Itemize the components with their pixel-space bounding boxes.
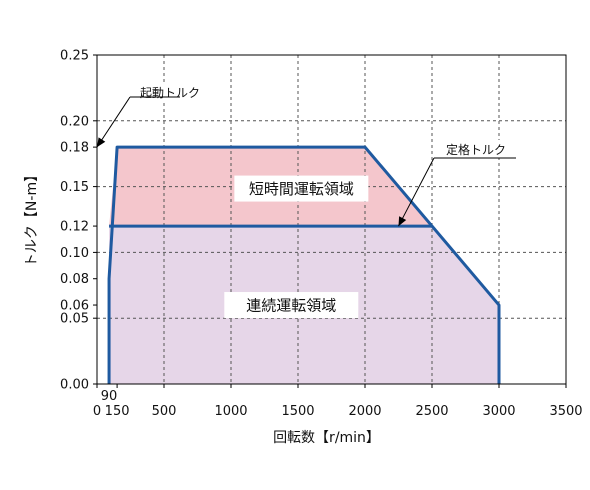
x-tick-label: 1500: [281, 404, 314, 419]
y-axis-label: トルク【N-m】: [24, 168, 40, 267]
y-tick-label: 0.20: [60, 114, 89, 129]
plot-frame: [96, 54, 567, 385]
y-tick-label: 0.12: [60, 220, 89, 235]
operating-boundary-line: [107, 145, 501, 384]
rated-torque-arrow-arrowhead: [398, 216, 407, 227]
y-tick-label: 0.25: [60, 49, 89, 64]
continuous-region-label: 連続運転領域: [246, 297, 336, 315]
y-tick-label: 0.15: [60, 180, 89, 195]
rated-torque-label: 定格トルク: [446, 142, 506, 157]
x-tick-label: 0: [93, 404, 101, 419]
rated-torque-arrow-line: [398, 157, 435, 227]
y-tick-label: 0.08: [60, 272, 89, 287]
y-tick-label: 0.06: [60, 299, 89, 314]
x-tick-label: 3500: [549, 404, 582, 419]
x-tick-label: 2000: [348, 404, 381, 419]
y-tick-label: 0.10: [60, 246, 89, 261]
y-tick-label: 0.05: [60, 312, 89, 327]
region-label-box: [234, 175, 369, 202]
x-tick-label: 500: [152, 404, 177, 419]
annotation-box: [444, 140, 518, 158]
x-tick-label: 3000: [482, 404, 515, 419]
starting-torque-arrow-line: [96, 96, 131, 148]
x-axis-label: 回転数【r/min】: [273, 430, 380, 446]
x-tick-label-extra: 90: [101, 389, 118, 404]
region-label-box: [224, 292, 359, 319]
y-tick-label: 0.00: [60, 378, 89, 393]
x-tick-label: 150: [105, 404, 130, 419]
starting-torque-arrow-arrowhead: [97, 137, 106, 148]
short-time-region-label: 短時間運転領域: [249, 180, 354, 198]
x-tick-label: 1000: [214, 404, 247, 419]
x-tick-label: 2500: [415, 404, 448, 419]
y-tick-label: 0.18: [60, 141, 89, 156]
starting-torque-label: 起動トルク: [140, 86, 200, 100]
